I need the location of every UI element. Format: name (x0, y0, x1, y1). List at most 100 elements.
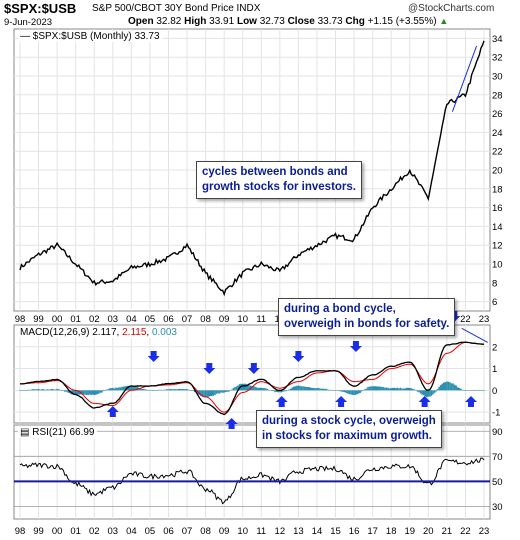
macd-histogram-bar (183, 389, 185, 391)
symbol-title: $SPX:$USB (4, 1, 77, 16)
macd-histogram-bar (187, 389, 190, 391)
macd-histogram-bar (464, 390, 467, 391)
macd-histogram-bar (297, 385, 300, 391)
x-tick-label-top: 05 (145, 314, 156, 325)
price-y-tick-label: 12 (492, 241, 503, 252)
macd-histogram-bar (152, 390, 154, 391)
chg-label: Chg (345, 16, 365, 27)
macd-histogram-bar (189, 390, 191, 391)
macd-histogram-bar (317, 387, 320, 391)
macd-histogram-bar (42, 388, 44, 391)
x-tick-label-top: 09 (219, 314, 230, 325)
x-tick-label-top: 06 (163, 314, 174, 325)
macd-histogram-bar (59, 389, 62, 391)
x-tick-label-bottom: 13 (293, 526, 304, 537)
macd-histogram-bar (481, 390, 484, 391)
up-arrow-icon (418, 396, 431, 407)
x-tick-label-bottom: 17 (367, 526, 378, 537)
macd-histogram-bar (108, 388, 111, 391)
macd-histogram-bar (139, 388, 142, 391)
macd-legend-sep2: , (146, 327, 152, 338)
macd-histogram-bar (365, 388, 368, 391)
macd-histogram-bar (370, 386, 372, 391)
macd-histogram-bar (398, 388, 400, 391)
macd-histogram-bar (458, 387, 461, 391)
macd-histogram-bar (381, 386, 383, 391)
macd-histogram-bar (39, 389, 41, 391)
callout-cycles: cycles between bonds and growth stocks f… (196, 161, 363, 199)
macd-histogram-bar (248, 384, 250, 391)
macd-histogram-bar (246, 384, 249, 391)
macd-histogram-bar (210, 390, 213, 397)
price-y-tick-label: 8 (492, 278, 497, 289)
up-arrow-icon (225, 418, 238, 429)
macd-histogram-bar (245, 383, 247, 391)
macd-histogram-bar (356, 390, 358, 395)
macd-histogram-bar (258, 387, 261, 391)
macd-y-tick-label: -1 (492, 408, 500, 419)
macd-histogram-bar (438, 386, 440, 391)
macd-histogram-bar (422, 390, 425, 396)
price-series-line (19, 40, 485, 297)
x-tick-label-top: 04 (126, 314, 137, 325)
macd-histogram-bar (308, 387, 311, 391)
macd-histogram-bar (467, 390, 470, 391)
macd-histogram-bar (173, 389, 176, 391)
macd-histogram-bar (144, 389, 147, 391)
high-value: 33.91 (209, 16, 235, 27)
macd-histogram-bar (405, 387, 408, 391)
macd-histogram-bar (40, 389, 43, 391)
macd-histogram-bar (172, 389, 174, 391)
macd-histogram-bar (150, 390, 153, 391)
price-y-tick-label: 30 (492, 72, 503, 83)
macd-histogram-bar (427, 390, 430, 397)
x-tick-label-top: 99 (33, 314, 44, 325)
macd-histogram-bar (124, 386, 126, 391)
x-tick-label-top: 10 (237, 314, 248, 325)
price-legend-text: $SPX:$USB (Monthly) 33.73 (32, 31, 160, 42)
macd-histogram-bar (296, 385, 298, 391)
x-tick-label-bottom: 15 (330, 526, 341, 537)
macd-histogram-bar (368, 386, 371, 391)
date-text: 9-Jun-2023 (4, 17, 53, 28)
x-tick-label-bottom: 11 (256, 526, 266, 537)
macd-histogram-bar (374, 386, 377, 391)
macd-histogram-bar (112, 387, 114, 391)
macd-histogram-bar (300, 386, 303, 391)
macd-histogram-bar (441, 383, 444, 391)
x-tick-label-bottom: 98 (15, 526, 26, 537)
price-y-tick-label: 10 (492, 260, 503, 271)
macd-histogram-bar (289, 388, 292, 391)
x-tick-label-bottom: 08 (200, 526, 211, 537)
callout-stock-line1: during a stock cycle, overweigh (262, 415, 436, 427)
macd-histogram-bar (446, 381, 448, 391)
macd-histogram-bar (50, 389, 52, 391)
macd-histogram-bar (425, 390, 428, 398)
macd-histogram-bar (339, 390, 341, 392)
high-label: High (184, 16, 207, 27)
macd-histogram-bar (190, 390, 193, 391)
rsi-y-tick-label: 90 (492, 427, 503, 438)
macd-histogram-bar (382, 387, 385, 391)
macd-histogram-bar (433, 390, 436, 393)
macd-histogram-bar (224, 390, 227, 393)
price-y-tick-label: 22 (492, 147, 503, 158)
macd-histogram-bar (122, 386, 125, 391)
macd-histogram-bar (359, 390, 362, 393)
macd-histogram-bar (169, 388, 171, 391)
macd-histogram-bar (266, 389, 269, 391)
macd-histogram-bar (450, 383, 453, 391)
macd-histogram-bar (325, 388, 328, 391)
macd-histogram-bar (337, 390, 340, 391)
macd-histogram-bar (357, 390, 360, 394)
macd-histogram-bar (57, 389, 60, 391)
macd-histogram-bar (262, 387, 264, 391)
down-arrow-icon (147, 351, 160, 362)
macd-histogram-bar (435, 390, 437, 392)
x-tick-label-bottom: 06 (163, 526, 174, 537)
macd-histogram-bar (214, 390, 216, 396)
macd-histogram-bar (429, 390, 431, 397)
x-tick-label-top: 01 (70, 314, 81, 325)
x-tick-label-bottom: 20 (423, 526, 434, 537)
macd-histogram-bar (432, 390, 434, 395)
